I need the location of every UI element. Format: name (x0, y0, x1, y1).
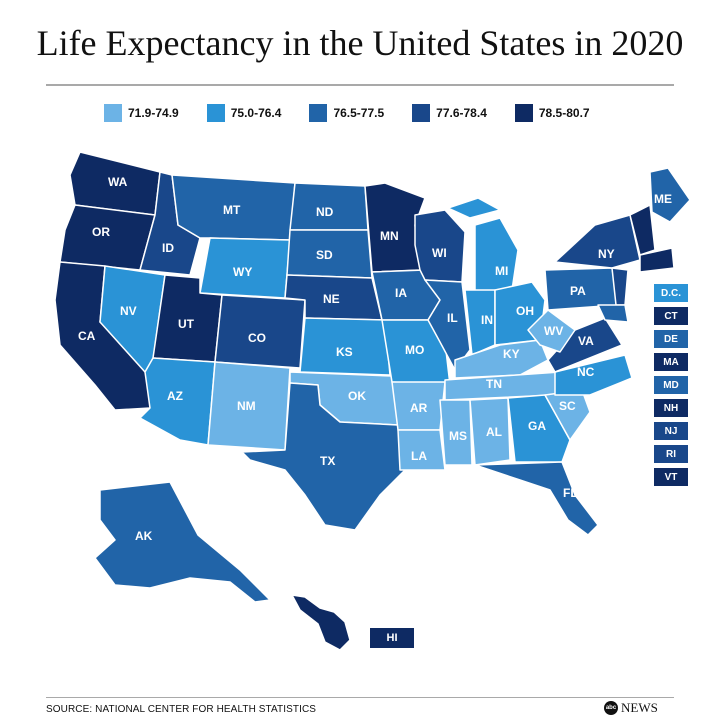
state-ks[interactable] (299, 317, 391, 376)
state-label: IL (447, 311, 458, 325)
state-mo[interactable] (381, 319, 451, 386)
state-label: WV (544, 324, 563, 338)
state-label: WY (233, 265, 252, 279)
small-state-key: D.C. CT DE MA MD NH NJ RI VT (653, 283, 689, 487)
state-label: ID (162, 241, 174, 255)
state-label: WI (432, 246, 447, 260)
legend-swatch (206, 104, 225, 122)
state-label: ME (654, 192, 672, 206)
legend-label: 75.0-76.4 (230, 106, 282, 120)
legend-swatch (104, 104, 122, 122)
state-label: TN (486, 377, 502, 391)
legend-item: 78.5-80.7 (514, 104, 590, 122)
footer-divider (46, 697, 674, 698)
legend-label: 77.6-78.4 (436, 106, 487, 120)
legend: 71.9-74.9 75.0-76.4 76.5-77.5 77.6-78.4 … (104, 103, 590, 123)
legend-swatch (412, 104, 431, 122)
state-il[interactable] (424, 279, 471, 371)
legend-item: 76.5-77.5 (309, 104, 384, 122)
state-label: KS (336, 345, 353, 359)
small-state-box[interactable]: NH (653, 398, 689, 418)
state-ma-ct-ri[interactable] (639, 247, 675, 273)
state-label: MS (449, 429, 467, 443)
state-label: PA (570, 284, 586, 298)
state-nh-vt[interactable] (629, 204, 656, 256)
small-state-box[interactable]: MD (653, 375, 689, 395)
state-label: OH (516, 304, 534, 318)
state-label: TX (320, 454, 335, 468)
state-tx[interactable] (241, 382, 406, 531)
state-label: NE (323, 292, 340, 306)
abc-news-logo: abc NEWS (604, 700, 658, 716)
state-label: GA (528, 419, 546, 433)
legend-label: 76.5-77.5 (333, 106, 385, 120)
state-ms[interactable] (439, 399, 473, 466)
small-state-box[interactable]: DE (653, 329, 689, 349)
legend-label: 78.5-80.7 (538, 106, 590, 120)
small-state-box[interactable]: D.C. (653, 283, 689, 303)
state-label: OK (348, 389, 366, 403)
state-mi[interactable] (474, 217, 519, 293)
news-logo-text: NEWS (621, 700, 658, 715)
state-label: MT (223, 203, 241, 217)
state-label: AK (135, 529, 153, 543)
state-me[interactable] (649, 167, 691, 223)
small-state-box[interactable]: RI (653, 444, 689, 464)
abc-logo-mark: abc (604, 701, 618, 715)
state-label: NY (598, 247, 615, 261)
state-md-de[interactable] (597, 304, 629, 323)
state-ak[interactable] (94, 481, 271, 603)
state-wv[interactable] (527, 309, 576, 353)
state-label: NM (237, 399, 256, 413)
title-divider (46, 84, 674, 86)
state-la[interactable] (397, 429, 446, 471)
state-label: OR (92, 225, 110, 239)
small-state-box[interactable]: VT (653, 467, 689, 487)
state-mi-up[interactable] (447, 197, 501, 219)
state-label: UT (178, 317, 195, 331)
state-label: MN (380, 229, 399, 243)
state-label: VA (578, 334, 594, 348)
small-state-box[interactable]: CT (653, 306, 689, 326)
state-label: LA (411, 449, 427, 463)
legend-swatch (514, 104, 533, 122)
state-label: KY (503, 347, 520, 361)
small-state-box[interactable]: MA (653, 352, 689, 372)
state-label: NV (120, 304, 137, 318)
state-label: IN (481, 313, 493, 327)
state-label: AZ (167, 389, 183, 403)
state-label: AL (486, 425, 502, 439)
state-label: SC (559, 399, 576, 413)
state-label: CA (78, 329, 96, 343)
state-al[interactable] (469, 397, 511, 466)
state-label: MI (495, 264, 508, 278)
legend-item: 71.9-74.9 (104, 104, 179, 122)
state-label: WA (108, 175, 128, 189)
legend-swatch (309, 104, 328, 122)
hawaii-label-box[interactable]: HI (370, 628, 414, 648)
state-label: MO (405, 343, 424, 357)
state-ga[interactable] (507, 394, 571, 463)
state-hi[interactable] (291, 594, 351, 651)
state-label: CO (248, 331, 266, 345)
legend-item: 75.0-76.4 (206, 104, 282, 122)
page-title: Life Expectancy in the United States in … (36, 23, 684, 63)
state-nc[interactable] (554, 354, 633, 396)
state-label: ND (316, 205, 334, 219)
source-note: SOURCE: NATIONAL CENTER FOR HEALTH STATI… (46, 704, 317, 715)
state-label: NC (577, 365, 595, 379)
state-label: IA (395, 286, 407, 300)
legend-item: 77.6-78.4 (412, 104, 487, 122)
small-state-box[interactable]: NJ (653, 421, 689, 441)
state-label: SD (316, 248, 333, 262)
state-fl[interactable] (474, 461, 599, 536)
state-label: AR (410, 401, 428, 415)
state-label: FL (563, 486, 578, 500)
legend-label: 71.9-74.9 (128, 106, 179, 120)
